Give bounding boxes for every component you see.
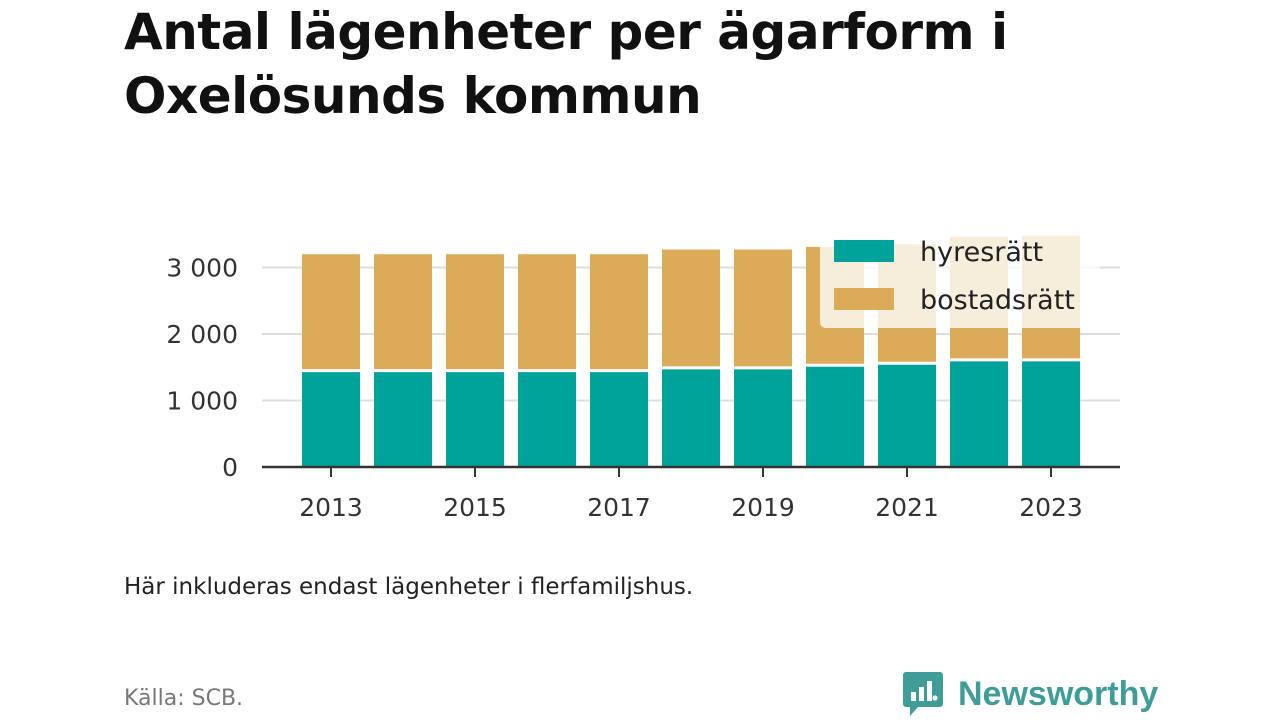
legend-label: hyresrätt [920, 237, 1043, 268]
legend-swatch [834, 240, 894, 262]
bar-hyresratt-2021 [878, 363, 936, 467]
x-tick-label: 2019 [731, 493, 795, 522]
bar-hyresratt-2016 [518, 370, 576, 467]
bar-hyresratt-2015 [446, 370, 504, 467]
legend-swatch [834, 288, 894, 310]
x-tick-label: 2021 [875, 493, 939, 522]
chart-title: Antal lägenheter per ägarform i Oxelösun… [124, 3, 1008, 125]
bar-hyresratt-2023 [1022, 359, 1080, 467]
legend: hyresrätt bostadsrätt [820, 222, 1100, 328]
axes: 0 1 000 2 000 3 000 2013 2015 2017 2019 2021 2023 [166, 254, 1120, 522]
y-tick-label: 2 000 [166, 320, 238, 349]
brand-logo: Newsworthy [902, 670, 1158, 718]
x-tick-label: 2023 [1019, 493, 1083, 522]
bar-hyresratt-2014 [374, 370, 432, 467]
bar-hyresratt-2019 [734, 367, 792, 467]
brand-name: Newsworthy [958, 674, 1159, 713]
y-tick-label: 3 000 [166, 254, 238, 283]
bar-bostadsratt-2016 [518, 254, 576, 371]
bar-hyresratt-2013 [302, 370, 360, 467]
bar-hyresratt-2017 [590, 370, 648, 467]
y-tick-label: 0 [222, 453, 238, 482]
newsworthy-logo-icon [903, 672, 943, 716]
x-tick-label: 2015 [443, 493, 507, 522]
legend-label: bostadsrätt [920, 285, 1075, 316]
bar-bostadsratt-2019 [734, 249, 792, 368]
bar-hyresratt-2022 [950, 359, 1008, 467]
source-text: Källa: SCB. [124, 686, 244, 711]
bar-bostadsratt-2018 [662, 249, 720, 368]
bar-bostadsratt-2013 [302, 254, 360, 371]
x-tick-label: 2013 [299, 493, 363, 522]
bar-bostadsratt-2015 [446, 254, 504, 371]
bar-hyresratt-2020 [806, 365, 864, 467]
bar-hyresratt-2018 [662, 367, 720, 467]
bar-bostadsratt-2017 [590, 254, 648, 371]
bar-bostadsratt-2014 [374, 254, 432, 371]
y-tick-label: 1 000 [166, 387, 238, 416]
x-tick-label: 2017 [587, 493, 651, 522]
chart-note: Här inkluderas endast lägenheter i flerf… [124, 574, 694, 600]
